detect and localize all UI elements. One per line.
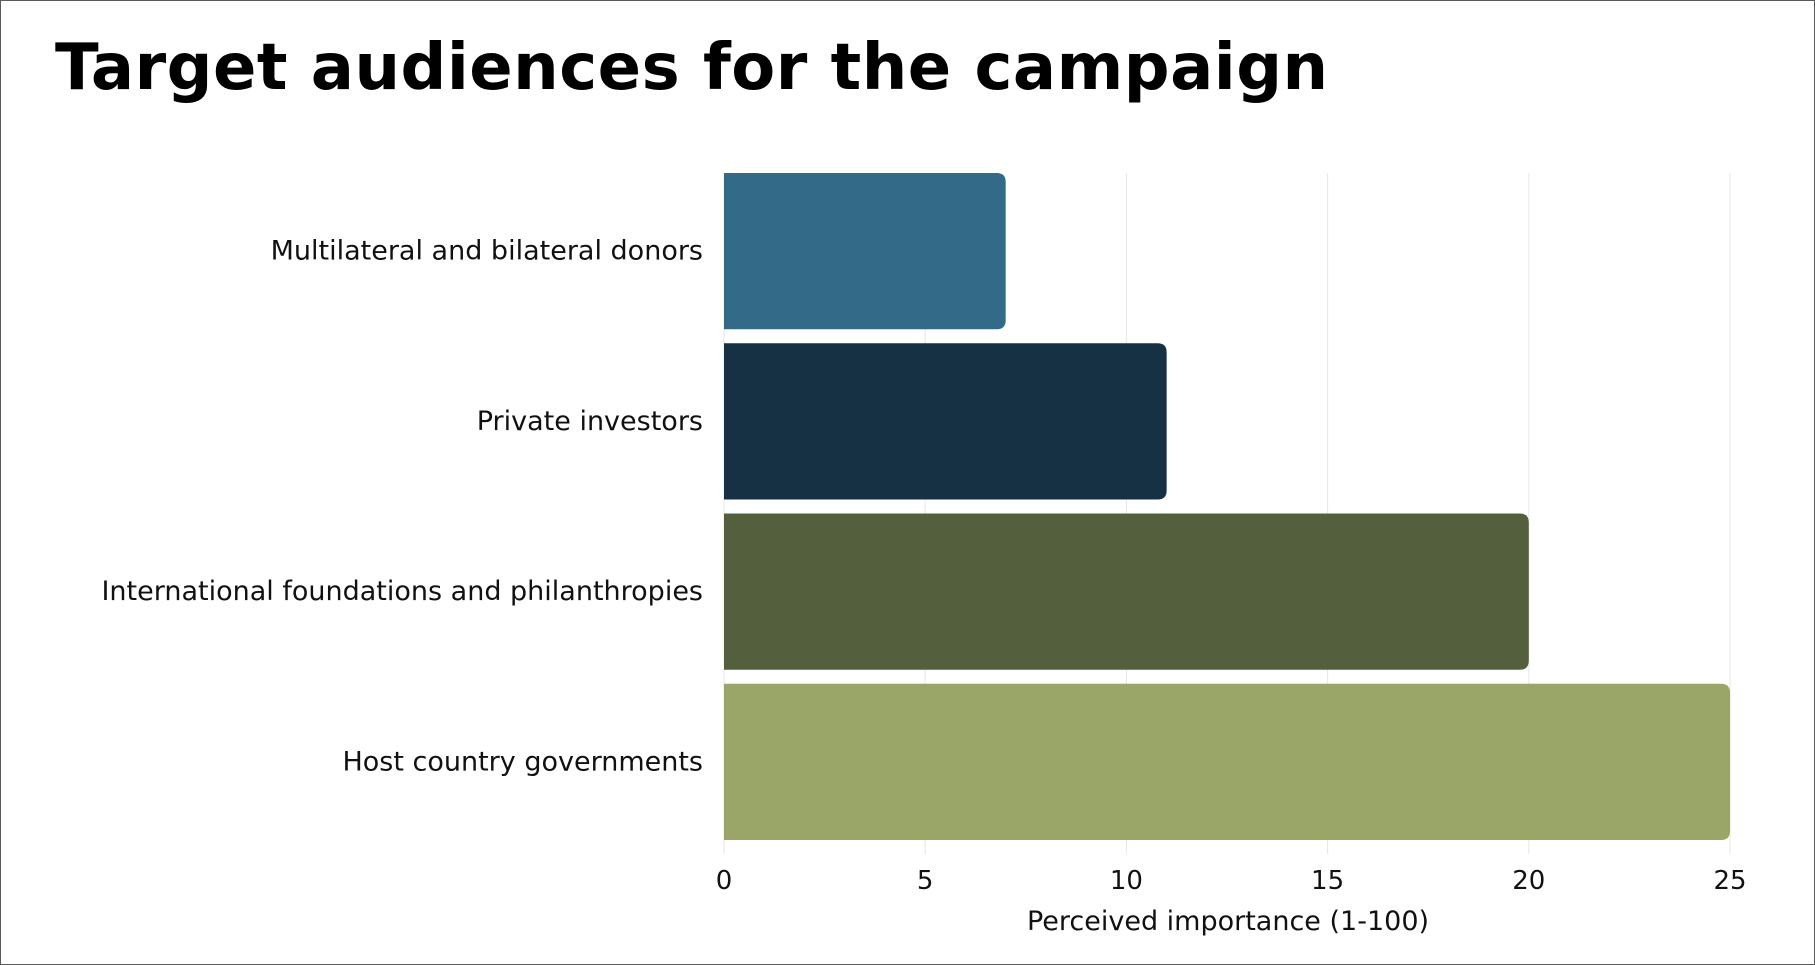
x-tick-label: 15 (1311, 866, 1344, 896)
x-tick-label: 20 (1512, 866, 1545, 896)
chart-title: Target audiences for the campaign (55, 31, 1329, 105)
x-tick-label: 10 (1110, 866, 1143, 896)
x-axis-label: Perceived importance (1-100) (1027, 906, 1429, 937)
category-labels: Multilateral and bilateral donors Private… (101, 236, 703, 778)
category-label: Host country governments (342, 746, 703, 777)
bar (724, 173, 1006, 330)
category-label: International foundations and philanthro… (101, 576, 703, 607)
bar (724, 513, 1529, 670)
category-label: Private investors (477, 406, 703, 437)
x-tick-label: 0 (716, 866, 733, 896)
x-tick-labels: 0 5 10 15 20 25 (716, 866, 1747, 896)
x-tick-label: 25 (1713, 866, 1746, 896)
bars (724, 173, 1730, 840)
x-tick-label: 5 (917, 866, 934, 896)
category-label: Multilateral and bilateral donors (271, 236, 703, 267)
bar (724, 683, 1730, 840)
bar (724, 343, 1167, 500)
